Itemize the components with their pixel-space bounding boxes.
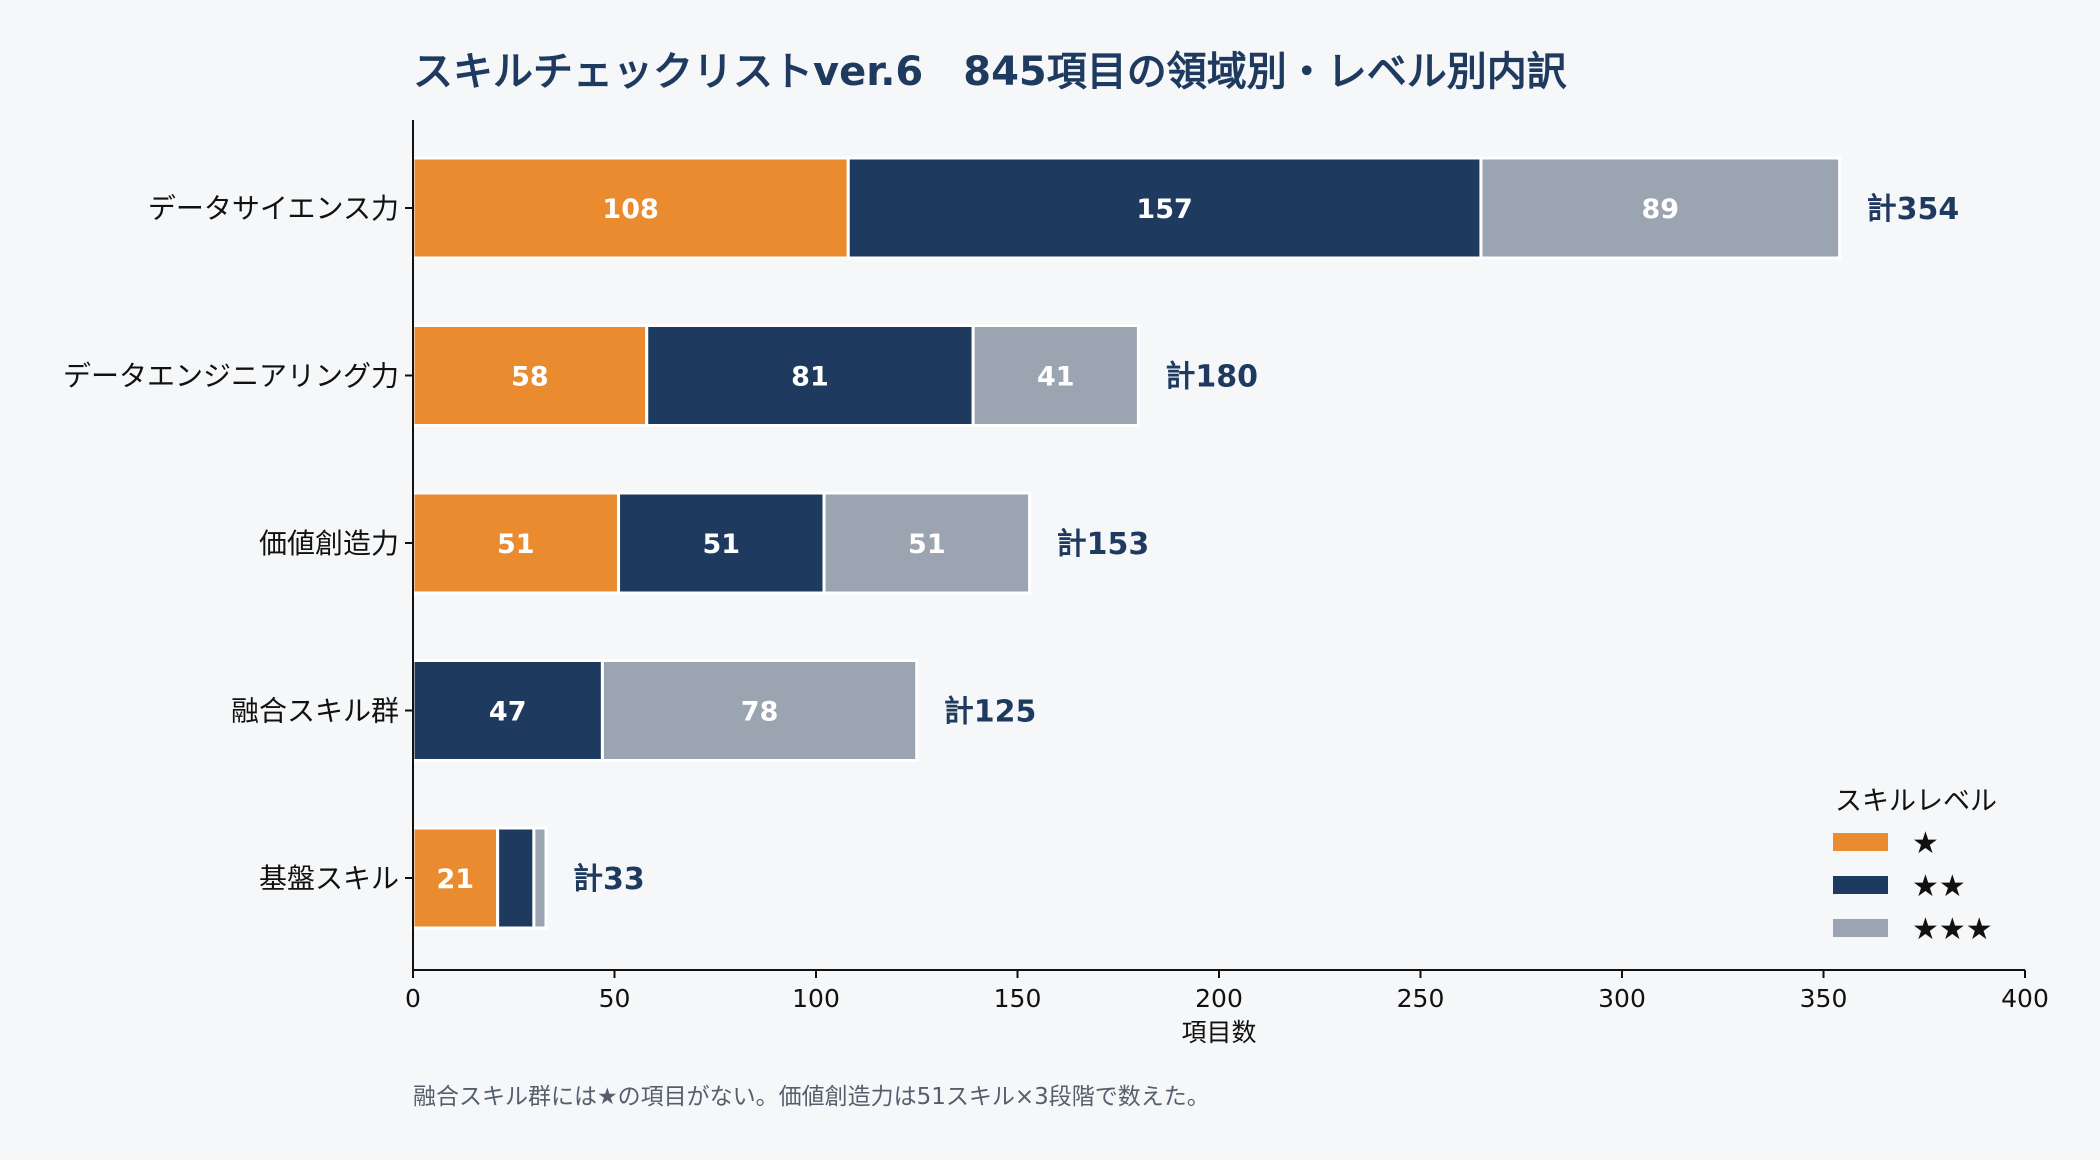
bar-value-label: 51 bbox=[908, 529, 946, 560]
x-tick-label: 100 bbox=[792, 984, 840, 1013]
category-label: 基盤スキル bbox=[259, 862, 399, 895]
bar-segment bbox=[411, 826, 500, 930]
category-label: 融合スキル群 bbox=[231, 695, 399, 728]
x-tick-label: 350 bbox=[1800, 984, 1848, 1013]
bar-segment bbox=[532, 826, 548, 930]
bar-value-label: 58 bbox=[511, 362, 549, 393]
bar-segment bbox=[822, 491, 1032, 595]
bar-total-label: 計33 bbox=[573, 862, 645, 897]
bar-segment bbox=[617, 491, 826, 595]
bar-segment bbox=[971, 324, 1140, 427]
legend-label: ★ bbox=[1912, 826, 1939, 861]
bar-value-label: 81 bbox=[791, 362, 829, 393]
bar-value-label: 51 bbox=[703, 529, 741, 560]
legend-title: スキルレベル bbox=[1835, 786, 1997, 817]
legend: スキルレベル ★★★★★★ bbox=[1833, 786, 1997, 947]
x-tick-label: 0 bbox=[405, 984, 421, 1013]
legend-label: ★★★ bbox=[1912, 912, 1993, 947]
x-tick-label: 250 bbox=[1397, 984, 1445, 1013]
bar-value-label: 89 bbox=[1641, 194, 1679, 225]
bar-total-label: 計354 bbox=[1867, 192, 1960, 227]
bar-value-label: 21 bbox=[437, 864, 475, 895]
bar-segment bbox=[846, 156, 1483, 260]
bar-value-label: 51 bbox=[497, 529, 535, 560]
bar-segment bbox=[1479, 156, 1842, 260]
bar-segment bbox=[600, 659, 919, 762]
bar-value-label: 108 bbox=[602, 194, 658, 225]
x-tick-label: 400 bbox=[2001, 984, 2049, 1013]
bar-value-label: 157 bbox=[1136, 194, 1192, 225]
x-tick-label: 200 bbox=[1195, 984, 1243, 1013]
category-label: データエンジニアリング力 bbox=[63, 360, 399, 393]
bar-total-label: 計125 bbox=[944, 695, 1037, 730]
category-label: 価値創造力 bbox=[259, 527, 399, 560]
legend-swatch bbox=[1833, 919, 1888, 937]
bar-total-label: 計180 bbox=[1165, 360, 1258, 395]
bars-layer: 108 157 89 計354 58 81 41 計180 51 51 51 計153 47 78 計125… bbox=[411, 156, 1960, 930]
bar-total-label: 計153 bbox=[1057, 527, 1150, 562]
chart-title: スキルチェックリストver.6 845項目の領域別・レベル別内訳 bbox=[413, 49, 1568, 95]
x-tick-label: 300 bbox=[1598, 984, 1646, 1013]
bar-value-label: 47 bbox=[489, 697, 527, 728]
bar-segment bbox=[411, 659, 604, 762]
legend-swatch bbox=[1833, 833, 1888, 851]
bar-value-label: 41 bbox=[1037, 362, 1075, 393]
bar-segment bbox=[496, 826, 536, 930]
bar-segment bbox=[411, 156, 850, 260]
legend-swatch bbox=[1833, 876, 1888, 894]
bar-segment bbox=[645, 324, 975, 427]
legend-label: ★★ bbox=[1912, 869, 1966, 904]
chart-note: 融合スキル群には★の項目がない。価値創造力は51スキル×3段階で数えた。 bbox=[413, 1084, 1210, 1110]
x-axis-label: 項目数 bbox=[1181, 1018, 1256, 1047]
bar-value-label: 78 bbox=[741, 697, 779, 728]
x-tick-label: 50 bbox=[599, 984, 631, 1013]
x-tick-label: 150 bbox=[994, 984, 1042, 1013]
category-label: データサイエンス力 bbox=[148, 192, 399, 225]
bar-segment bbox=[411, 491, 621, 595]
